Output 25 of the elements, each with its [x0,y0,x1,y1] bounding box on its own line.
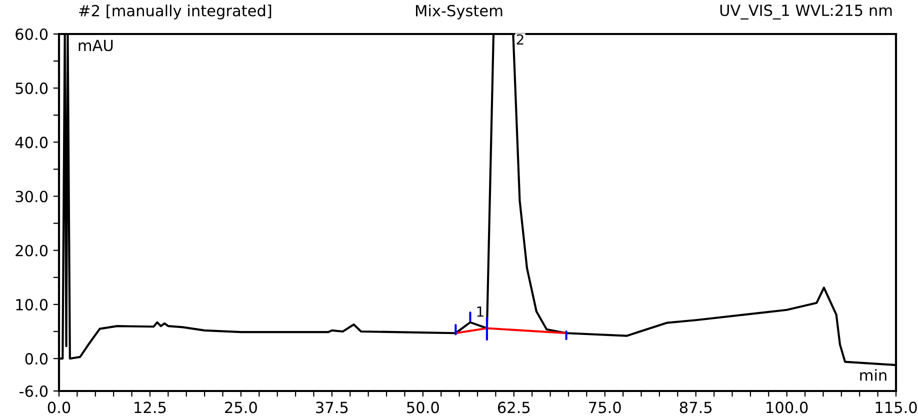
text: #2 [manually integrated] [79,4,272,20]
annotation: 1 [477,306,484,317]
x-tick-label: 50.0 [407,402,439,414]
x-tick-label: 115.0 [876,402,917,414]
y-tick-label: 0.0 [25,353,48,365]
x-tick-label: 0.0 [48,402,70,414]
y-tick-label: 20.0 [16,244,48,256]
chart-title: Mix-System [416,4,502,20]
y-tick-label: 50.0 [16,82,48,94]
text: UV_VIS_1 WVL:215 nm [720,4,892,20]
y-tick-label: 10.0 [16,298,48,310]
x-tick-label: 62.5 [498,402,530,414]
y-tick-label: 30.0 [16,190,48,202]
y-tick-label: 60.0 [16,28,48,40]
y-axis-title: mAU [78,40,113,52]
x-tick-label: 75.0 [589,402,621,414]
x-tick-label: 12.5 [134,402,166,414]
x-axis-title: min [860,369,886,381]
x-tick-label: 100.0 [766,402,808,414]
y-tick-label: 40.0 [15,136,48,148]
x-tick-label: 25.0 [225,402,257,414]
x-tick-label: 87.5 [680,402,712,414]
annotation: 2 [516,34,524,45]
x-tick-label: 37.5 [316,402,348,414]
y-tick-label: -6.0 [20,385,48,398]
